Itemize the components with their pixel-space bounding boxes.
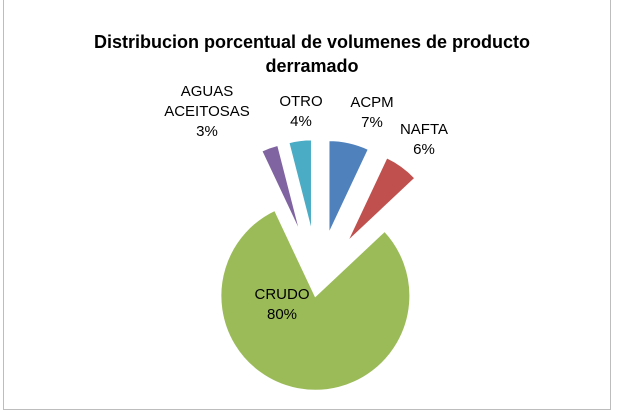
category-label: CRUDO — [254, 286, 310, 303]
chart-title: Distribucion porcentual de volumenes de … — [93, 32, 531, 76]
data-label: ACPM 7% — [350, 93, 393, 133]
pie-slice — [259, 143, 303, 238]
pie-slice — [219, 208, 412, 392]
value-label: 3% — [196, 123, 218, 140]
data-label: CRUDO 80% — [255, 285, 310, 325]
category-label: ACPM — [350, 94, 394, 111]
pie-slice — [345, 155, 417, 244]
data-label: NAFTA 6% — [400, 120, 448, 160]
data-label: AGUAS ACEITOSAS 3% — [160, 82, 255, 142]
category-label: OTRO — [279, 93, 323, 110]
pie-slice — [287, 138, 313, 235]
data-label: OTRO 4% — [279, 92, 322, 132]
pie-slice — [327, 139, 371, 236]
value-label: 4% — [290, 113, 312, 130]
category-label: NAFTA — [399, 121, 449, 138]
value-label: 80% — [266, 306, 298, 323]
category-label: AGUAS ACEITOSAS — [164, 83, 250, 120]
value-label: 7% — [361, 114, 383, 131]
value-label: 6% — [413, 141, 435, 158]
